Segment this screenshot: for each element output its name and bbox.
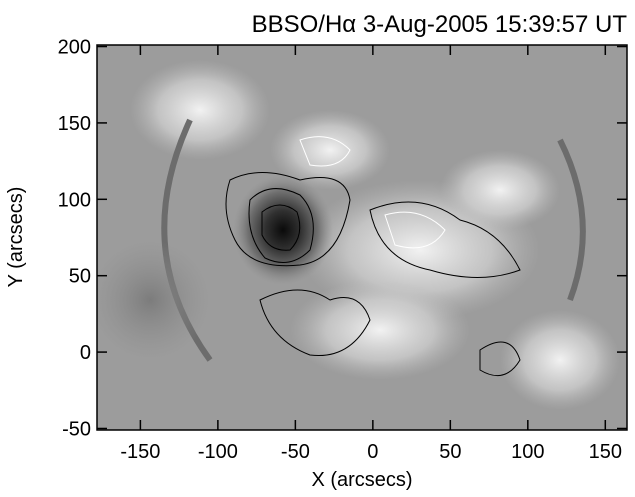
y-tick-label: 0 xyxy=(80,342,91,364)
x-axis-label: X (arcsecs) xyxy=(311,469,412,491)
y-tick-label: 200 xyxy=(58,37,91,59)
x-tick-label: 100 xyxy=(511,441,544,463)
plot-frame xyxy=(96,44,628,431)
y-tick-label: 100 xyxy=(58,189,91,211)
x-tick-label: 150 xyxy=(589,441,622,463)
x-tick-label: 0 xyxy=(367,441,378,463)
y-tick-label: -50 xyxy=(62,418,91,440)
y-tick-label: 150 xyxy=(58,113,91,135)
x-tick-label: 50 xyxy=(439,441,461,463)
solar-image xyxy=(97,45,627,430)
y-axis-label: Y (arcsecs) xyxy=(5,187,27,288)
chart-title: BBSO/Hα 3-Aug-2005 15:39:57 UT xyxy=(252,11,628,38)
x-tick-label: -50 xyxy=(281,441,310,463)
x-tick-label: -150 xyxy=(120,441,160,463)
x-tick-label: -100 xyxy=(198,441,238,463)
y-tick-label: 50 xyxy=(69,266,91,288)
